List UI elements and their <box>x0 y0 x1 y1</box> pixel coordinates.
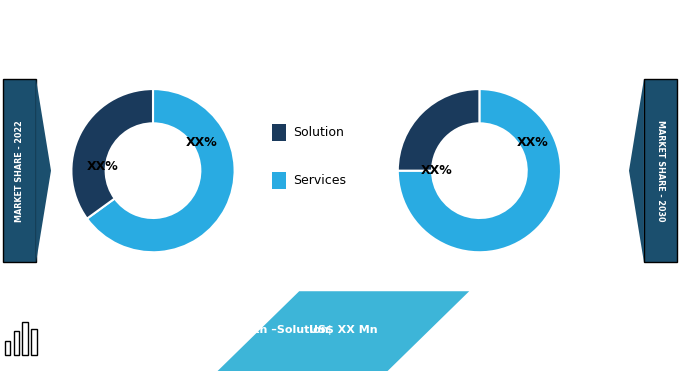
Text: XX%: XX% <box>534 340 581 358</box>
Bar <box>272 172 286 189</box>
FancyBboxPatch shape <box>644 79 677 262</box>
FancyBboxPatch shape <box>22 322 28 355</box>
FancyBboxPatch shape <box>3 79 36 262</box>
Text: Services: Services <box>293 174 346 187</box>
Wedge shape <box>398 89 479 171</box>
Polygon shape <box>36 79 51 262</box>
Wedge shape <box>398 89 561 252</box>
Text: MARKET BY COMPONENT: MARKET BY COMPONENT <box>85 16 318 34</box>
FancyBboxPatch shape <box>31 329 37 355</box>
Text: US$ XX Mn: US$ XX Mn <box>309 325 377 335</box>
Text: MARKET SHARE - 2022: MARKET SHARE - 2022 <box>15 120 24 221</box>
Polygon shape <box>629 79 644 262</box>
Wedge shape <box>87 89 235 252</box>
Text: Incremental Growth –Solution: Incremental Growth –Solution <box>143 325 328 335</box>
FancyBboxPatch shape <box>5 341 10 355</box>
Text: XX%: XX% <box>86 160 118 173</box>
Text: XX%: XX% <box>517 135 548 149</box>
Bar <box>272 124 286 141</box>
Text: XX%: XX% <box>186 135 218 149</box>
Text: MARKET SHARE - 2030: MARKET SHARE - 2030 <box>656 120 665 221</box>
FancyBboxPatch shape <box>14 331 19 355</box>
Text: Solution: Solution <box>293 125 344 139</box>
Text: CAGR (2022–2030): CAGR (2022–2030) <box>503 309 612 319</box>
Wedge shape <box>71 89 153 219</box>
Polygon shape <box>218 291 469 371</box>
Text: XX%: XX% <box>421 164 453 177</box>
